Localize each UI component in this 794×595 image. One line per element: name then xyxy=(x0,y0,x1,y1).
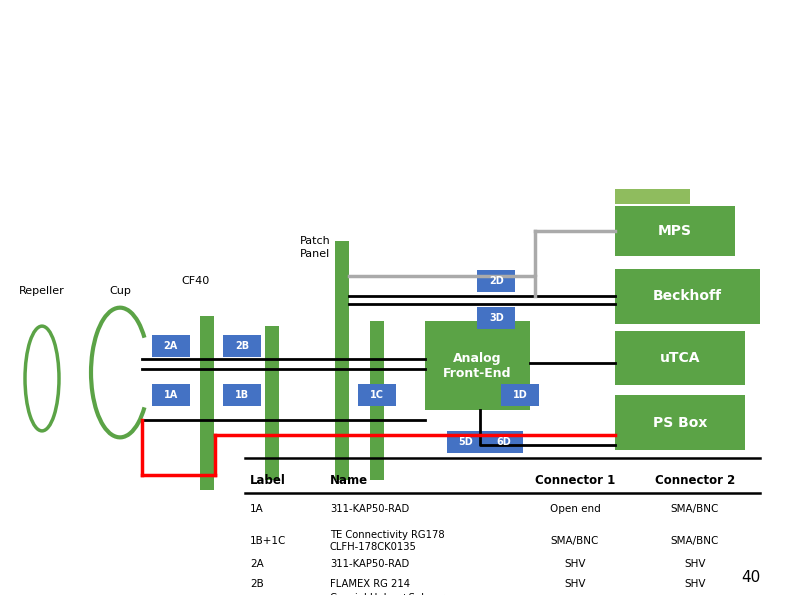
Text: 311-KAP50-RAD: 311-KAP50-RAD xyxy=(330,504,409,514)
Bar xyxy=(615,396,745,450)
Text: Connector 2: Connector 2 xyxy=(655,474,735,487)
Text: SMA/BNC: SMA/BNC xyxy=(551,536,599,546)
Bar xyxy=(501,384,539,406)
Bar xyxy=(615,206,735,256)
Bar xyxy=(615,189,690,204)
Text: Repeller: Repeller xyxy=(19,286,65,296)
Text: 2B: 2B xyxy=(250,579,264,589)
Text: 1A: 1A xyxy=(250,504,264,514)
Bar xyxy=(477,308,515,330)
Bar xyxy=(152,334,190,356)
Text: 311-KAP50-RAD: 311-KAP50-RAD xyxy=(330,559,409,569)
Text: 1B+1C: 1B+1C xyxy=(250,536,287,546)
Text: FC Cabling Layout: FC Cabling Layout xyxy=(225,33,569,68)
Text: Name: Name xyxy=(330,474,368,487)
Text: 2B: 2B xyxy=(235,340,249,350)
Text: FLAMEX RG 214: FLAMEX RG 214 xyxy=(330,579,410,589)
Text: 1D: 1D xyxy=(513,390,527,400)
Text: 1C: 1C xyxy=(370,390,384,400)
Bar xyxy=(265,325,279,480)
Text: Cup: Cup xyxy=(109,286,131,296)
Bar xyxy=(358,384,396,406)
Text: 2D: 2D xyxy=(489,277,503,286)
Bar xyxy=(615,331,745,386)
Bar xyxy=(335,241,349,480)
Text: 2A: 2A xyxy=(164,340,178,350)
Text: SHV: SHV xyxy=(684,579,706,589)
Text: 40: 40 xyxy=(741,570,760,585)
Text: Coaxial Huber+Suhner
S-12272-04: Coaxial Huber+Suhner S-12272-04 xyxy=(330,593,445,595)
Text: Label: Label xyxy=(250,474,286,487)
Text: SMA/BNC: SMA/BNC xyxy=(671,536,719,546)
Text: Patch
Panel: Patch Panel xyxy=(299,236,330,259)
Text: Connector 1: Connector 1 xyxy=(535,474,615,487)
Text: Beckhoff: Beckhoff xyxy=(653,289,722,303)
Text: SHV: SHV xyxy=(565,579,586,589)
Text: SMA/BNC: SMA/BNC xyxy=(671,504,719,514)
Bar xyxy=(152,384,190,406)
Bar xyxy=(477,271,515,292)
Text: 2A: 2A xyxy=(250,559,264,569)
Bar xyxy=(223,334,261,356)
Text: 3D: 3D xyxy=(489,314,503,324)
Bar xyxy=(615,269,760,324)
Bar xyxy=(447,431,485,453)
Bar xyxy=(425,321,530,411)
Text: PS Box: PS Box xyxy=(653,416,707,430)
Text: Open end: Open end xyxy=(549,504,600,514)
Text: uTCA: uTCA xyxy=(660,351,700,365)
Text: 1A: 1A xyxy=(164,390,178,400)
Text: SHV: SHV xyxy=(565,559,586,569)
Bar xyxy=(485,431,523,453)
Text: Analog
Front-End: Analog Front-End xyxy=(443,352,512,380)
Bar xyxy=(200,316,214,490)
Text: 1B: 1B xyxy=(235,390,249,400)
Text: 5D: 5D xyxy=(459,437,473,447)
Bar xyxy=(223,384,261,406)
Text: CF40: CF40 xyxy=(181,275,209,286)
Text: TE Connectivity RG178
CLFH-178CK0135: TE Connectivity RG178 CLFH-178CK0135 xyxy=(330,530,445,552)
Bar xyxy=(370,321,384,480)
Text: SHV: SHV xyxy=(684,559,706,569)
Text: 6D: 6D xyxy=(497,437,511,447)
Text: MPS: MPS xyxy=(658,224,692,238)
